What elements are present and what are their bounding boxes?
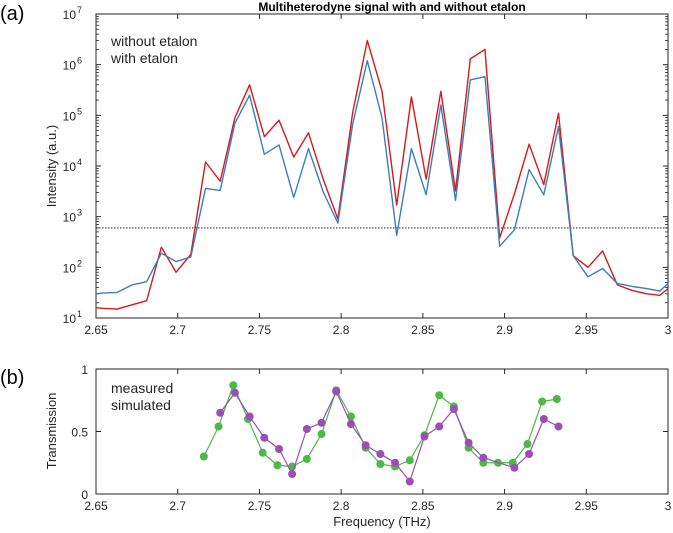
data-point-measured [260,433,269,442]
x-tick-label-b: 2.65 [84,499,108,513]
y-tick-label-a: 10 [63,312,77,326]
chart-a-title: Multiheterodyne signal with and without … [258,0,525,14]
data-point-measured [288,470,297,478]
series-a [95,39,669,310]
data-point-measured [479,453,488,462]
y-tick-exponent-a: 1 [77,309,82,319]
data-point-simulated [229,381,238,390]
y-tick-exponent-a: 7 [77,5,82,15]
x-tick-label-b: 2.9 [496,499,513,513]
data-point-measured [245,412,254,421]
data-point-simulated [405,456,414,465]
data-point-simulated [199,452,208,461]
data-point-measured [317,418,326,427]
y-tick-label-a: 10 [63,8,77,22]
x-ticks-b: 2.65 2.7 2.75 2.8 2.85 2.9 2.95 3 [84,369,672,513]
data-point-measured [449,405,458,413]
x-ticks-a: 2.65 2.7 2.75 2.8 2.85 2.9 2.95 3 [84,14,672,337]
y-tick-label-a: 10 [63,59,77,73]
data-point-measured [361,441,370,450]
x-tick-label-b: 2.8 [333,499,350,513]
data-point-simulated [258,448,267,457]
plot-area-a [95,13,669,319]
data-point-measured [346,420,355,428]
data-point-measured [405,477,414,486]
x-tick-label-a: 2.8 [333,323,350,337]
x-tick-label-a: 2.75 [248,323,272,337]
data-point-measured [302,425,311,433]
y-tick-label-b: 1 [81,363,88,377]
panel-a: (a) Multiheterodyne signal with and with… [0,0,672,337]
data-point-measured [391,458,400,467]
data-point-measured [275,445,284,453]
series-b [199,381,563,486]
y-tick-label-a: 10 [63,109,77,123]
y-tick-exponent-a: 2 [77,258,82,268]
data-point-measured [510,463,519,472]
x-tick-label-b: 2.75 [248,499,272,513]
x-tick-label-a: 2.95 [575,323,599,337]
data-point-measured [554,422,563,431]
legend-without-etalon: without etalon [110,33,197,49]
data-point-measured [216,408,225,417]
y-tick-label-b: 0 [81,488,88,502]
data-point-measured [435,422,444,431]
x-tick-label-a: 2.9 [496,323,513,337]
y-tick-exponent-a: 6 [77,56,82,66]
data-point-simulated [435,391,444,400]
x-tick-label-a: 2.7 [169,323,186,337]
y-tick-exponent-a: 4 [77,157,82,167]
y-tick-exponent-a: 5 [77,106,82,116]
y-tick-label-a: 10 [63,160,77,174]
plot-area-b [95,368,669,495]
data-point-measured [376,450,385,458]
x-tick-label-b: 2.7 [169,499,186,513]
panel-b-label: (b) [0,367,24,389]
legend-measured: measured [111,380,173,396]
data-point-simulated [523,440,532,448]
y-tick-label-a: 10 [63,211,77,225]
data-point-measured [230,388,239,397]
data-point-simulated [214,422,223,431]
data-point-measured [539,415,548,423]
x-axis-label-b: Frequency (THz) [333,514,431,529]
data-point-measured [332,387,341,396]
x-tick-label-a: 2.65 [84,323,108,337]
x-tick-label-a: 2.85 [411,323,435,337]
y-axis-label-b: Transmission [44,393,59,470]
x-tick-label-b: 2.95 [575,499,599,513]
data-point-simulated [376,460,385,468]
x-tick-label-b: 2.85 [411,499,435,513]
y-tick-exponent-a: 3 [77,208,82,218]
series-line-without-etalon [95,39,669,310]
data-point-measured [525,450,534,458]
y-ticks-b: 00.51 [71,363,668,502]
panel-b: (b) 2.65 2.7 2.75 2.8 2.85 2.9 2.95 3 00.51 Tra… [0,363,672,529]
legend-simulated: simulated [111,397,171,413]
y-tick-label-a: 10 [63,261,77,275]
y-axis-label-a: Intensity (a.u.) [44,125,59,207]
x-tick-label-a: 3 [665,323,672,337]
data-point-simulated [317,430,326,438]
panel-a-label: (a) [0,3,24,25]
data-point-simulated [552,395,561,403]
x-tick-label-b: 3 [665,499,672,513]
series-line-with-etalon [95,59,669,295]
data-point-simulated [273,461,282,470]
data-point-simulated [302,455,311,463]
data-point-measured [464,438,473,447]
data-point-measured [420,432,429,441]
data-point-simulated [538,397,547,406]
y-tick-label-b: 0.5 [71,426,88,440]
legend-with-etalon: with etalon [110,50,178,66]
